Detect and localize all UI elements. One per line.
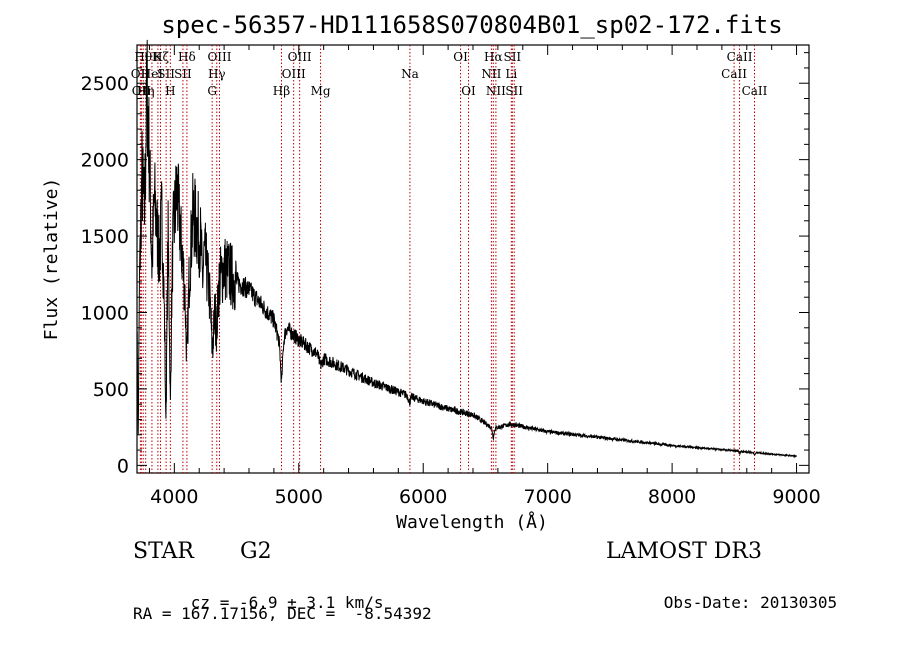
x-tick-label: 6000 bbox=[399, 486, 447, 508]
object-class: STAR bbox=[133, 539, 194, 564]
y-tick-label: 2500 bbox=[81, 73, 129, 95]
cz-label: cz = bbox=[190, 593, 239, 612]
chart-title: spec-56357-HD111658S070804B01_sp02-172.f… bbox=[161, 11, 782, 39]
line-marker-label: Li bbox=[505, 67, 517, 81]
object-subclass: G2 bbox=[240, 539, 272, 564]
line-marker-label: OI bbox=[461, 84, 476, 98]
y-tick-label: 500 bbox=[93, 379, 129, 401]
line-marker-label: OI bbox=[453, 50, 468, 64]
line-marker-label: Hδ bbox=[178, 50, 196, 64]
line-marker-label: CaII bbox=[721, 67, 747, 81]
line-marker-label: SII bbox=[505, 84, 523, 98]
line-marker-label: K bbox=[153, 50, 163, 64]
line-marker-label: OII bbox=[131, 67, 151, 81]
obs-date-label: Obs-Date: bbox=[663, 593, 761, 612]
plot-frame bbox=[136, 44, 810, 474]
survey-name: LAMOST DR3 bbox=[606, 539, 762, 564]
x-tick-label: 7000 bbox=[523, 486, 571, 508]
x-tick-label: 9000 bbox=[772, 486, 820, 508]
line-marker-label: Hα bbox=[484, 50, 503, 64]
axis-ticks: 4000 5000 6000 7000 8000 9000 0 500 1000 1500 2000… bbox=[81, 45, 821, 508]
line-marker-label: SII bbox=[503, 50, 521, 64]
line-marker-labels: OIIOIIHθHηHeIKHζSIIHHδSIIGHγOIIIHβOIIIOI… bbox=[131, 50, 768, 98]
line-marker-label: H bbox=[165, 84, 175, 98]
cz-value: -6.9 ± 3.1 km/s bbox=[238, 593, 384, 612]
x-tick-label: 5000 bbox=[275, 486, 323, 508]
spectrum-line bbox=[136, 39, 797, 459]
coordinates-line: RA = 167.17156, DEC = -8.54392 bbox=[133, 604, 432, 623]
line-marker-label: CaII bbox=[727, 50, 753, 64]
line-markers bbox=[139, 45, 755, 473]
line-marker-label: OIII bbox=[207, 50, 231, 64]
line-marker-label: Hζ bbox=[152, 50, 169, 64]
line-marker-label: OIII bbox=[282, 67, 306, 81]
y-tick-label: 1500 bbox=[81, 226, 129, 248]
line-marker-label: SII bbox=[174, 67, 192, 81]
line-marker-label: Hη bbox=[137, 84, 155, 98]
line-marker-label: Na bbox=[401, 67, 419, 81]
redshift-line: cz = -6.9 ± 3.1 km/s bbox=[133, 574, 384, 631]
line-marker-label: NII bbox=[481, 67, 501, 81]
x-tick-label: 8000 bbox=[648, 486, 696, 508]
line-marker-label: SII bbox=[157, 67, 175, 81]
line-marker-label: CaII bbox=[742, 84, 768, 98]
obs-date-value: 20130305 bbox=[760, 593, 838, 612]
obs-date-line: Obs-Date: 20130305 bbox=[606, 574, 837, 631]
x-tick-label: 4000 bbox=[150, 486, 198, 508]
y-tick-label: 0 bbox=[117, 455, 129, 477]
line-marker-label: NII bbox=[486, 84, 506, 98]
y-tick-label: 2000 bbox=[81, 150, 129, 172]
x-axis-label: Wavelength (Å) bbox=[396, 511, 548, 533]
line-marker-label: Hβ bbox=[273, 84, 290, 98]
line-marker-label: G bbox=[207, 84, 217, 98]
line-marker-label: Mg bbox=[311, 84, 331, 98]
line-marker-label: OIII bbox=[288, 50, 312, 64]
y-axis-label: Flux (relative) bbox=[41, 178, 62, 341]
line-marker-label: Hγ bbox=[208, 67, 226, 81]
line-marker-label: Hθ bbox=[134, 50, 152, 64]
y-tick-label: 1000 bbox=[81, 303, 129, 325]
